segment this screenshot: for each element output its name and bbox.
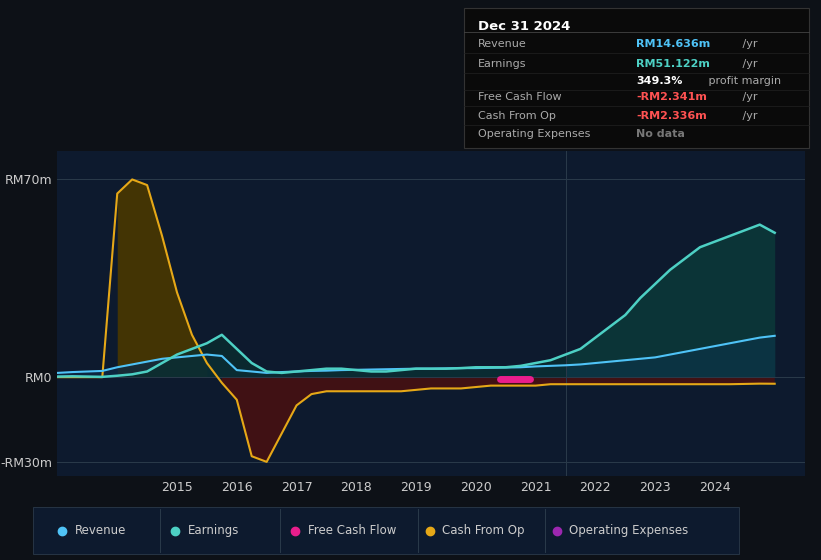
Text: -RM2.341m: -RM2.341m [636, 92, 707, 102]
Text: Operating Expenses: Operating Expenses [570, 524, 689, 537]
Text: Revenue: Revenue [478, 39, 526, 49]
Text: profit margin: profit margin [704, 76, 781, 86]
Text: No data: No data [636, 129, 686, 139]
Text: RM51.122m: RM51.122m [636, 59, 710, 69]
Text: RM14.636m: RM14.636m [636, 39, 710, 49]
Text: Earnings: Earnings [188, 524, 240, 537]
Text: /yr: /yr [739, 111, 757, 120]
Text: Cash From Op: Cash From Op [443, 524, 525, 537]
Text: -RM2.336m: -RM2.336m [636, 111, 707, 120]
FancyBboxPatch shape [33, 507, 739, 554]
Text: /yr: /yr [739, 39, 757, 49]
Text: Free Cash Flow: Free Cash Flow [308, 524, 397, 537]
Text: Cash From Op: Cash From Op [478, 111, 556, 120]
Text: /yr: /yr [739, 92, 757, 102]
Text: Revenue: Revenue [76, 524, 126, 537]
Text: Dec 31 2024: Dec 31 2024 [478, 20, 570, 32]
Text: 349.3%: 349.3% [636, 76, 682, 86]
Text: Operating Expenses: Operating Expenses [478, 129, 590, 139]
FancyBboxPatch shape [464, 8, 809, 148]
Text: /yr: /yr [739, 59, 757, 69]
Text: Earnings: Earnings [478, 59, 526, 69]
Text: Free Cash Flow: Free Cash Flow [478, 92, 562, 102]
